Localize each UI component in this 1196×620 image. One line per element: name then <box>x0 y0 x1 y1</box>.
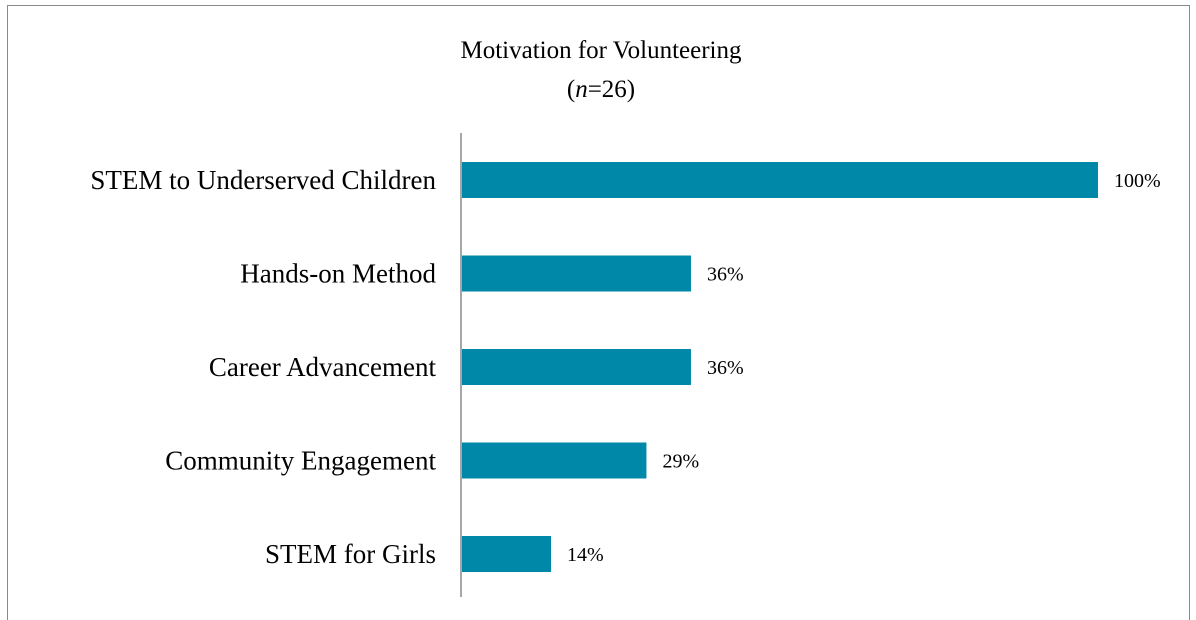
category-label: Hands-on Method <box>240 259 436 289</box>
bars-group: STEM to Underserved Children 100% Hands-on… <box>90 162 1161 572</box>
category-label: Community Engagement <box>165 446 436 476</box>
chart-frame <box>7 5 1190 620</box>
data-label: 100% <box>1114 170 1161 192</box>
data-label: 36% <box>707 357 744 379</box>
category-label: STEM for Girls <box>265 539 436 569</box>
bar <box>462 162 1098 198</box>
category-label: STEM to Underserved Children <box>90 165 436 195</box>
chart-title: Motivation for Volunteering <box>461 37 742 64</box>
data-label: 14% <box>567 544 604 566</box>
data-label: 36% <box>707 264 744 286</box>
chart-subtitle: (n=26) <box>567 76 635 103</box>
data-label: 29% <box>662 451 699 473</box>
bar <box>462 536 552 572</box>
category-label: Career Advancement <box>209 352 437 382</box>
bar <box>462 255 691 292</box>
bar <box>462 349 691 385</box>
bar <box>462 442 647 479</box>
